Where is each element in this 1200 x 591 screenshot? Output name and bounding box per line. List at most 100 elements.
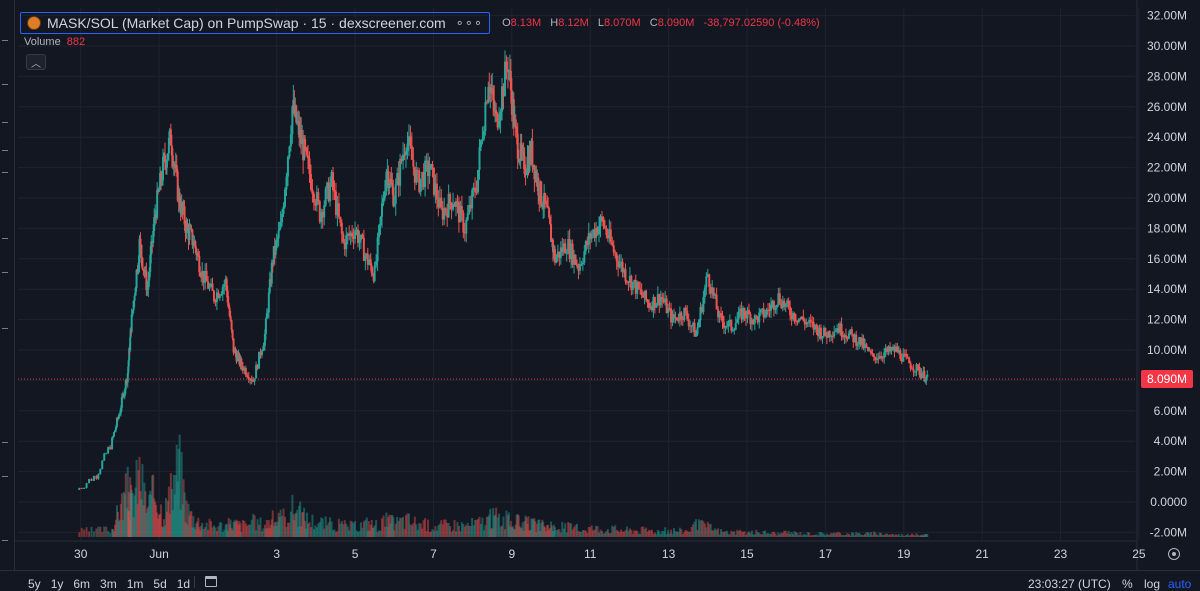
candle-body xyxy=(469,204,472,209)
candle-body xyxy=(667,308,670,313)
candle-body xyxy=(227,302,230,308)
volume-bar xyxy=(656,529,659,537)
volume-bar xyxy=(373,525,376,537)
volume-bar xyxy=(781,533,784,537)
volume-bar xyxy=(244,523,247,537)
candle-body xyxy=(921,375,924,378)
range-5d-button[interactable]: 5d xyxy=(153,577,167,591)
candle-body xyxy=(734,323,737,330)
candle-body xyxy=(329,184,332,202)
candle-body xyxy=(160,173,163,182)
candle-body xyxy=(371,273,374,275)
volume-bar xyxy=(789,534,792,537)
range-1d-button[interactable]: 1d xyxy=(176,577,191,591)
range-1y-button[interactable]: 1y xyxy=(50,577,64,591)
collapse-legend-button[interactable]: ︿ xyxy=(26,54,46,70)
volume-bar xyxy=(743,531,746,537)
volume-bar xyxy=(712,530,715,537)
volume-bar xyxy=(429,531,432,537)
log-toggle[interactable]: log xyxy=(1144,577,1161,591)
candle-body xyxy=(278,228,281,231)
volume-bar xyxy=(278,516,281,537)
symbol-selector[interactable]: MASK/SOL (Market Cap) on PumpSwap · 15 ·… xyxy=(20,12,491,34)
volume-bar xyxy=(514,524,517,537)
volume-bar xyxy=(617,530,620,537)
volume-bar xyxy=(762,530,765,537)
candle-body xyxy=(897,350,900,353)
close-label: C xyxy=(649,17,658,29)
range-1m-button[interactable]: 1m xyxy=(126,577,144,591)
candle-body xyxy=(664,298,667,303)
last-price-label: 8.090M xyxy=(1147,372,1187,386)
volume-bar xyxy=(561,521,564,537)
price-chart[interactable]: -2.00M0.00002.00M4.00M6.00M8.00M10.00M12… xyxy=(0,0,1200,570)
candle-body xyxy=(437,199,440,208)
volume-bar xyxy=(593,529,596,537)
candle-body xyxy=(207,281,210,289)
auto-scale-toggle[interactable]: auto xyxy=(1168,577,1192,591)
drawing-toolbar-strip[interactable] xyxy=(0,0,15,570)
utc-clock[interactable]: 23:03:27 (UTC) xyxy=(1028,577,1111,591)
candle-body xyxy=(333,190,336,192)
candle-body xyxy=(525,172,528,175)
time-tick-label: 13 xyxy=(662,547,676,561)
volume-bar xyxy=(265,519,268,537)
candle-body xyxy=(687,319,690,327)
candle-body xyxy=(556,251,559,258)
volume-bar xyxy=(505,510,508,537)
volume-bar xyxy=(231,530,234,537)
candle-body xyxy=(460,206,463,213)
volume-bar xyxy=(142,505,145,537)
volume-bar xyxy=(190,511,193,537)
volume-value: 882 xyxy=(66,36,86,48)
candle-body xyxy=(665,298,668,313)
candle-body xyxy=(662,299,665,303)
volume-bar xyxy=(132,517,135,537)
calendar-icon[interactable] xyxy=(205,576,217,587)
candle-body xyxy=(580,264,583,266)
volume-bar xyxy=(340,520,343,537)
candle-body xyxy=(639,288,642,290)
candle-body xyxy=(797,318,800,322)
candle-body xyxy=(266,312,269,314)
volume-bar xyxy=(573,527,576,537)
volume-bar xyxy=(830,533,833,537)
candle-body xyxy=(746,309,749,319)
candle-body xyxy=(145,270,148,291)
candle-body xyxy=(837,328,840,333)
candle-body xyxy=(502,86,505,97)
time-tick-label: 7 xyxy=(430,547,437,561)
candle-body xyxy=(291,106,294,135)
range-3m-button[interactable]: 3m xyxy=(100,577,117,591)
volume-bar xyxy=(289,511,292,537)
candle-body xyxy=(905,353,908,357)
candle-body xyxy=(231,329,234,339)
volume-bar xyxy=(853,535,856,537)
volume-bar xyxy=(699,520,702,537)
percent-toggle[interactable]: % xyxy=(1122,577,1133,591)
volume-bar xyxy=(737,530,740,537)
volume-bar xyxy=(765,533,768,537)
volume-bar xyxy=(489,508,492,537)
volume-bar xyxy=(539,530,542,537)
candle-body xyxy=(565,253,568,255)
price-axis[interactable]: -2.00M0.00002.00M4.00M6.00M8.00M10.00M12… xyxy=(1136,0,1187,570)
range-6m-button[interactable]: 6m xyxy=(73,577,91,591)
gear-icon[interactable] xyxy=(1168,548,1180,560)
candle-body xyxy=(693,322,696,337)
candle-body xyxy=(720,313,723,316)
volume-bar xyxy=(446,523,449,537)
time-tick-label: 3 xyxy=(273,547,280,561)
range-5y-button[interactable]: 5y xyxy=(28,577,41,591)
volume-bar xyxy=(915,533,918,537)
volume-bar xyxy=(625,526,628,537)
more-options-icon[interactable]: ∘∘∘ xyxy=(455,15,484,30)
volume-bar xyxy=(872,531,875,537)
time-axis[interactable]: 30 Jun 3 5 7 9 11 13 15 17 19 21 23 25 xyxy=(14,540,1146,561)
time-tick-label: 17 xyxy=(819,547,833,561)
volume-bar xyxy=(184,522,187,537)
candle-body xyxy=(871,353,874,355)
volume-bar xyxy=(390,515,393,537)
price-tick-label: 20.00M xyxy=(1147,191,1187,205)
candle-body xyxy=(397,173,400,186)
